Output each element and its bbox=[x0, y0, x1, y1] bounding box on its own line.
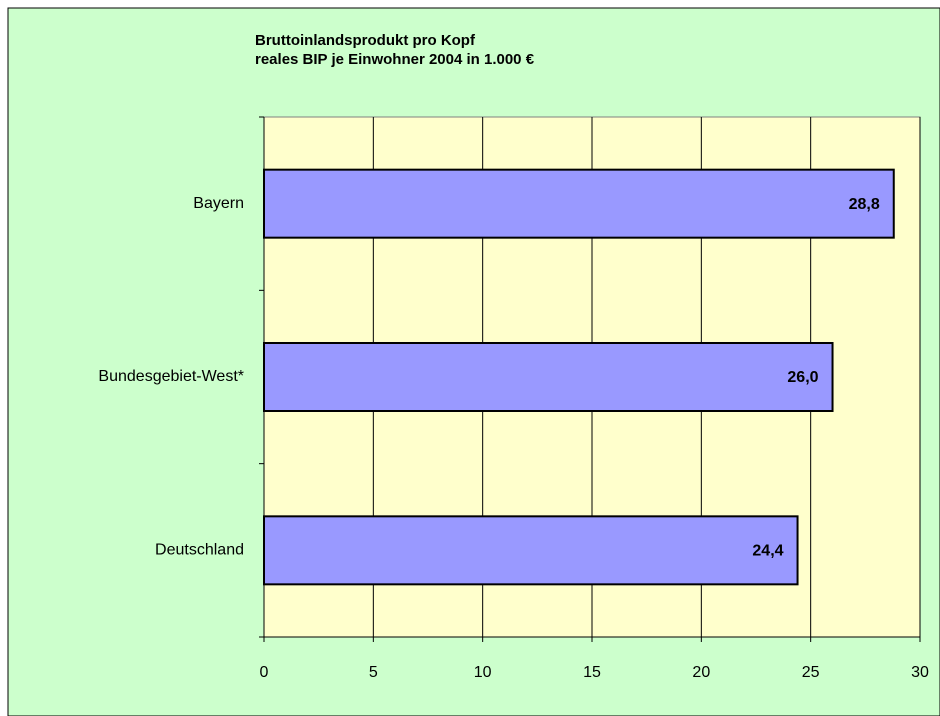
x-tick-label: 25 bbox=[802, 664, 820, 681]
value-label: 28,8 bbox=[849, 196, 880, 213]
x-tick-label: 0 bbox=[260, 664, 269, 681]
x-tick-label: 20 bbox=[692, 664, 710, 681]
y-tick-label: Bayern bbox=[193, 195, 244, 212]
bar bbox=[263, 342, 834, 412]
value-label: 26,0 bbox=[787, 369, 818, 386]
chart-subtitle: reales BIP je Einwohner 2004 in 1.000 € bbox=[255, 51, 535, 68]
value-label: 24,4 bbox=[752, 543, 783, 560]
x-tick-label: 5 bbox=[369, 664, 378, 681]
y-tick-label: Bundesgebiet-West* bbox=[98, 368, 244, 385]
bar bbox=[263, 515, 799, 586]
bar bbox=[263, 168, 895, 239]
x-tick-label: 30 bbox=[911, 664, 929, 681]
x-tick-label: 10 bbox=[474, 664, 492, 681]
y-tick-label: Deutschland bbox=[155, 542, 244, 559]
x-tick-label: 15 bbox=[583, 664, 601, 681]
chart-title: Bruttoinlandsprodukt pro Kopf bbox=[255, 32, 476, 49]
